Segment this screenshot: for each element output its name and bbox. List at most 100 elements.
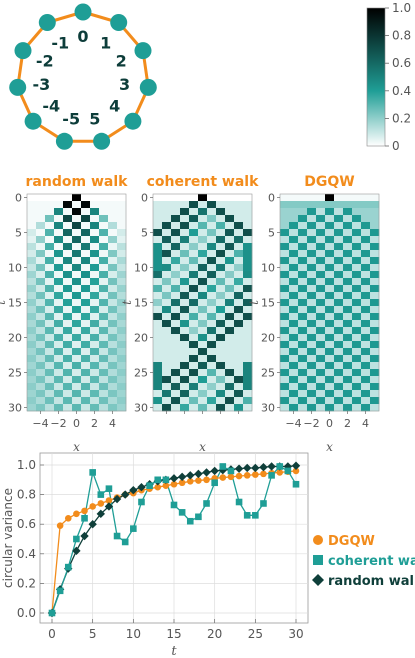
heatmap-cell (171, 194, 181, 202)
heatmap-cell (361, 222, 371, 230)
heatmap-cell (171, 362, 181, 370)
heatmap-cell (162, 271, 172, 279)
heatmap-cell (45, 243, 55, 251)
heatmap-cell (54, 320, 64, 328)
heatmap-cell (234, 215, 244, 223)
heatmap-cell (280, 369, 290, 377)
heatmap-cell (289, 383, 299, 391)
heatmap-cell (198, 404, 208, 412)
heatmap-cell (370, 383, 380, 391)
data-point (89, 503, 96, 510)
heatmap-cell (54, 299, 64, 307)
x-tick-label: 20 (207, 627, 222, 641)
heatmap-cell (225, 222, 235, 230)
heatmap-cell (316, 397, 326, 405)
heatmap-cell (189, 362, 199, 370)
heatmap-cell (108, 355, 118, 363)
heatmap-cell (99, 285, 109, 293)
heatmap-cell (81, 243, 91, 251)
heatmap-ytick-label: 15 (134, 297, 148, 310)
heatmap-cell (162, 250, 172, 258)
heatmap-cell (198, 250, 208, 258)
heatmap-cell (280, 341, 290, 349)
heatmap-cell (289, 334, 299, 342)
heatmap-ytick-label: 10 (8, 262, 22, 275)
heatmap-cell (216, 313, 226, 321)
heatmap-cell (162, 397, 172, 405)
heatmap-cell (180, 390, 190, 398)
heatmap-cell (63, 271, 73, 279)
heatmap-cell (370, 278, 380, 286)
heatmap-cell (289, 397, 299, 405)
data-point (56, 587, 64, 595)
heatmap-cell (316, 348, 326, 356)
heatmap-cell (162, 299, 172, 307)
heatmap-cell (361, 376, 371, 384)
data-point (195, 513, 202, 521)
data-point (105, 497, 113, 504)
heatmap-cell (45, 271, 55, 279)
heatmap-cell (216, 201, 226, 209)
heatmap-cell (180, 194, 190, 202)
heatmap-cell (334, 264, 344, 272)
heatmap-cell (27, 397, 37, 405)
data-point (292, 467, 300, 475)
heatmap-cell (280, 278, 290, 286)
data-point (186, 517, 194, 525)
heatmap-cell (207, 257, 217, 265)
heatmap-cell (216, 236, 226, 244)
heatmap-cell (207, 348, 217, 356)
heatmap-cell (81, 383, 91, 391)
heatmap-cell (63, 222, 73, 230)
heatmap-cell (352, 334, 362, 342)
heatmap-cell (234, 194, 244, 202)
heatmap-cell (90, 390, 100, 398)
heatmap-cell (198, 334, 208, 342)
heatmap-cell (334, 285, 344, 293)
heatmap-cell (81, 264, 91, 272)
heatmap-cell (216, 390, 226, 398)
heatmap-cell (162, 313, 172, 321)
heatmap-cell (72, 215, 82, 223)
heatmap-ytick-label: 25 (8, 367, 22, 380)
heatmap-cell (289, 222, 299, 230)
heatmap-cell (334, 292, 344, 300)
heatmap-cell (45, 278, 55, 286)
heatmap-cell (207, 390, 217, 398)
heatmap-cell (343, 341, 353, 349)
heatmap-cell (325, 341, 335, 349)
heatmap-cell (289, 250, 299, 258)
heatmap-cell (153, 236, 163, 244)
heatmap-cell (198, 222, 208, 230)
heatmap-cell (280, 327, 290, 335)
heatmap-cell (36, 208, 46, 216)
heatmap-cell (171, 271, 181, 279)
heatmap-cell (352, 299, 362, 307)
heatmap-cell (298, 278, 308, 286)
heatmap-cell (63, 355, 73, 363)
heatmap-cell (225, 306, 235, 314)
heatmap-cell (36, 397, 46, 405)
heatmap-cell (81, 390, 91, 398)
heatmap-cell (117, 285, 127, 293)
heatmap-cell (198, 327, 208, 335)
heatmap-cell (99, 208, 109, 216)
heatmap-cell (54, 404, 64, 412)
heatmap-cell (361, 250, 371, 258)
heatmap-cell (225, 397, 235, 405)
heatmap-ytick-label: 25 (134, 367, 148, 380)
heatmap-cell (45, 229, 55, 237)
heatmap-cell (153, 320, 163, 328)
heatmap-cell (27, 243, 37, 251)
heatmap-cell (45, 376, 55, 384)
data-point (169, 474, 179, 483)
heatmap-cell (225, 194, 235, 202)
heatmap-cell (189, 194, 199, 202)
heatmap-cell (298, 222, 308, 230)
heatmap-cell (225, 313, 235, 321)
heatmap-cell (298, 397, 308, 405)
heatmap-cell (81, 292, 91, 300)
data-point (276, 469, 284, 476)
heatmap-cell (325, 264, 335, 272)
heatmap-cell (225, 208, 235, 216)
